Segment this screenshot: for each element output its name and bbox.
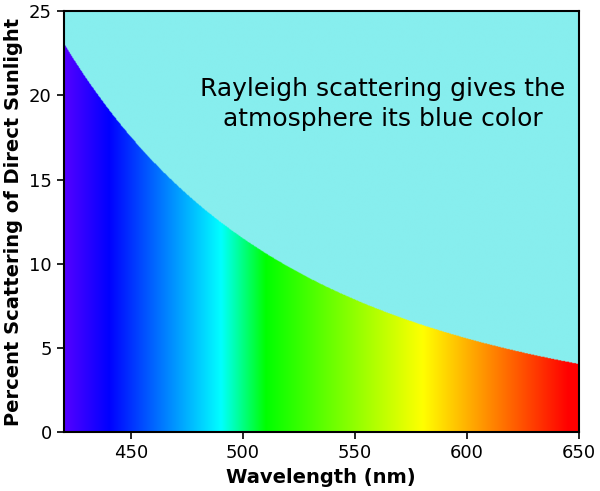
Y-axis label: Percent Scattering of Direct Sunlight: Percent Scattering of Direct Sunlight	[4, 18, 23, 426]
X-axis label: Wavelength (nm): Wavelength (nm)	[226, 468, 416, 487]
Text: Rayleigh scattering gives the
atmosphere its blue color: Rayleigh scattering gives the atmosphere…	[200, 77, 566, 131]
